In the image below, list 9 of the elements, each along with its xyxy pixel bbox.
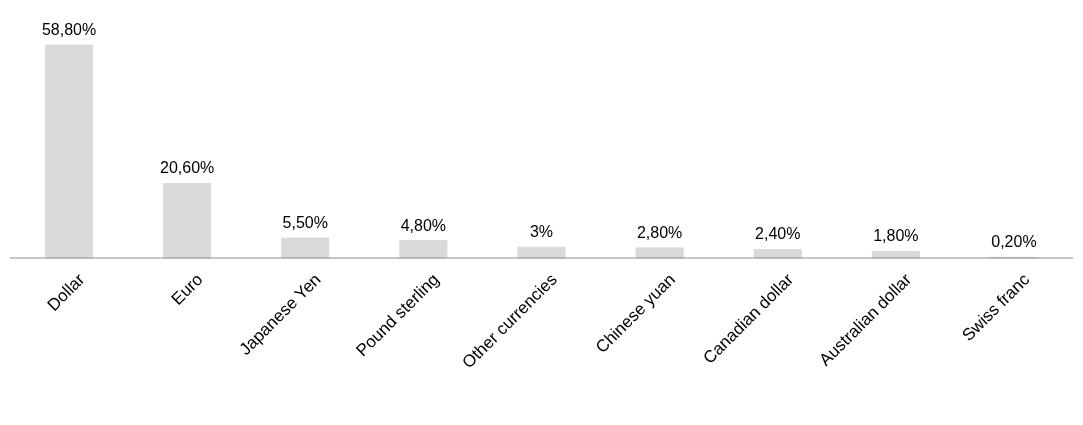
- data-label: 2,80%: [636, 223, 683, 241]
- data-label: 1,80%: [873, 227, 919, 245]
- data-label: 2,40%: [755, 225, 801, 243]
- data-label: 3%: [529, 223, 554, 241]
- data-label: 0,20%: [991, 233, 1037, 251]
- data-label: 20,60%: [160, 159, 215, 177]
- data-label: 58,80%: [41, 21, 97, 38]
- data-label: 4,80%: [400, 216, 447, 234]
- data-label: 5,50%: [282, 214, 328, 232]
